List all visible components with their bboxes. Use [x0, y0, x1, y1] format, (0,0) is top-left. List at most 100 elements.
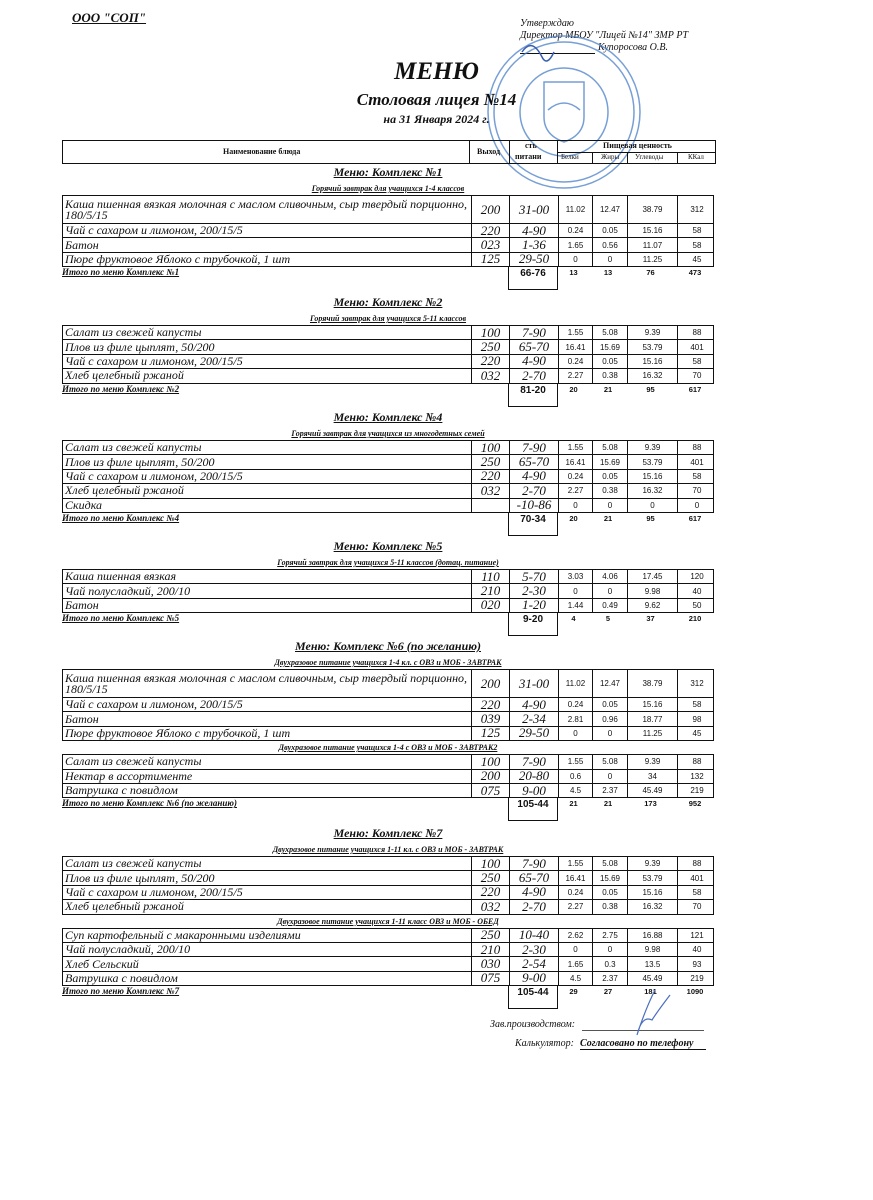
total-protein: 29	[569, 987, 578, 997]
dish-name: Плов из филе цыплят, 50/200	[65, 339, 215, 354]
section-total: Итого по меню Комплекс №6 (по желанию) 10…	[62, 798, 714, 822]
group-title: Горячий завтрак для учащихся 5-11 классо…	[309, 314, 467, 323]
dish-fat: 0	[592, 726, 627, 741]
dish-kcal: 88	[677, 857, 716, 871]
dish-protein: 0	[558, 498, 592, 512]
dish-name: Ватрушка с повидлом	[65, 970, 178, 985]
menu-section: Меню: Комплекс №4 Горячий завтрак для уча…	[62, 408, 716, 536]
dish-name: Пюре фруктовое Яблоко с трубочкой, 1 шт	[65, 725, 291, 740]
header-weight: Выход	[477, 147, 501, 156]
table-row: Салат из свежей капусты 100 7-90 1.55 5.08 9.…	[62, 325, 714, 341]
group-title: Двухразовое питание учащихся 1-4 кл. с О…	[274, 658, 502, 667]
total-protein: 13	[569, 268, 578, 278]
table-row: Суп картофельный с макаронными изделиями…	[62, 927, 716, 943]
total-label: Итого по меню Комплекс №6 (по желанию)	[62, 798, 237, 809]
table-row: Ватрушка с повидлом 075 9-00 4.5 2.37 45.49 21…	[62, 783, 716, 799]
dish-price: 4-90	[509, 884, 558, 899]
dish-price: 65-70	[509, 454, 558, 469]
dish-name: Суп картофельный с макаронными изделиями	[65, 927, 301, 942]
dish-fat: 0.3	[592, 957, 627, 971]
dish-kcal: 0	[677, 498, 716, 512]
dish-name: Хлеб целебный ржаной	[65, 899, 184, 914]
dish-protein: 1.44	[558, 598, 592, 613]
approval-line-2: Директор МБОУ "Лицей №14" ЗМР РТ	[520, 30, 689, 41]
dish-price: 2-70	[509, 899, 558, 914]
total-carbs: 181	[644, 987, 657, 997]
header-fat: Жиры	[601, 153, 620, 161]
dish-weight: 200	[471, 768, 509, 783]
dish-fat: 0.05	[592, 885, 627, 900]
dish-weight: 220	[471, 223, 509, 238]
dish-name: Батон	[65, 237, 99, 252]
dish-price: 31-00	[509, 670, 558, 697]
dish-weight: 220	[471, 884, 509, 899]
dish-price: 2-70	[509, 368, 558, 383]
group-title: Горячий завтрак для учащихся 5-11 классо…	[277, 558, 499, 567]
total-carbs: 95	[646, 513, 655, 523]
dish-fat: 5.08	[592, 441, 627, 455]
dish-weight: 023	[471, 237, 509, 252]
dish-fat: 0	[592, 942, 627, 957]
dish-weight: 110	[471, 569, 509, 584]
document-date: на 31 Января 2024 г.	[383, 112, 490, 126]
total-carbs: 76	[646, 268, 655, 278]
dish-protein: 2.27	[558, 484, 592, 498]
dish-carbs: 45.49	[627, 971, 677, 986]
dish-fat: 0.56	[592, 238, 627, 252]
dish-price: 4-90	[509, 697, 558, 712]
total-fat: 21	[603, 799, 613, 809]
dish-price: 9-00	[509, 783, 558, 798]
dish-kcal: 58	[677, 469, 716, 484]
dish-fat: 0.38	[592, 484, 627, 498]
total-price: 105-44	[508, 798, 558, 822]
dish-protein: 0	[558, 252, 592, 267]
total-label: Итого по меню Комплекс №2	[62, 383, 180, 394]
dish-kcal: 45	[677, 252, 716, 267]
dish-protein: 16.41	[558, 455, 592, 469]
dish-protein: 3.03	[558, 570, 592, 584]
dish-kcal: 50	[677, 598, 716, 613]
section-total: Итого по меню Комплекс №4 70-34 20 21 95 617	[62, 512, 714, 536]
total-protein: 20	[569, 513, 578, 523]
dish-weight: 020	[471, 597, 509, 612]
dish-carbs: 16.32	[627, 369, 677, 383]
dish-carbs: 53.79	[627, 871, 677, 885]
header-price-bottom: питани	[515, 152, 542, 161]
group-title: Горячий завтрак для учащихся 1-4 классов	[311, 184, 465, 193]
dish-name: Ватрушка с повидлом	[65, 783, 178, 798]
dish-fat: 0.05	[592, 469, 627, 484]
menu-section: Меню: Комплекс №5 Горячий завтрак для уча…	[62, 537, 716, 637]
dish-carbs: 0	[627, 498, 677, 512]
dish-protein: 16.41	[558, 871, 592, 885]
total-fat: 21	[603, 384, 613, 394]
dish-table: Каша пшенная вязкая молочная с маслом сл…	[62, 195, 716, 268]
dish-price: 2-70	[509, 483, 558, 498]
table-row: Батон 023 1-36 1.65 0.56 11.07 58	[62, 237, 714, 253]
dish-carbs: 18.77	[627, 712, 677, 726]
dish-protein: 2.62	[558, 928, 592, 942]
dish-carbs: 13.5	[627, 957, 677, 971]
dish-kcal: 312	[677, 670, 716, 697]
calculator-label: Калькулятор:	[515, 1038, 574, 1049]
dish-carbs: 45.49	[627, 783, 677, 798]
section-total: Итого по меню Комплекс №7 105-44 29 27 181 10…	[62, 986, 714, 1010]
dish-kcal: 40	[677, 942, 716, 957]
dish-name: Чай с сахаром и лимоном, 200/15/5	[65, 353, 243, 368]
dish-carbs: 11.25	[627, 726, 677, 741]
dish-weight: 250	[471, 870, 509, 885]
document-subtitle: Столовая лицея №14	[356, 90, 517, 109]
dish-weight: 220	[471, 697, 509, 712]
dish-kcal: 219	[677, 783, 716, 798]
header-name: Наименование блюда	[223, 147, 301, 156]
dish-fat: 5.08	[592, 755, 627, 769]
dish-kcal: 121	[677, 928, 716, 942]
dish-kcal: 219	[677, 971, 716, 986]
dish-fat: 15.69	[592, 455, 627, 469]
dish-kcal: 88	[677, 441, 716, 455]
total-protein: 21	[569, 799, 578, 809]
total-carbs: 37	[646, 614, 655, 624]
dish-fat: 15.69	[592, 340, 627, 354]
dish-fat: 0.49	[592, 598, 627, 613]
section-title: Меню: Комплекс №7	[333, 826, 443, 840]
total-label: Итого по меню Комплекс №4	[62, 512, 180, 523]
